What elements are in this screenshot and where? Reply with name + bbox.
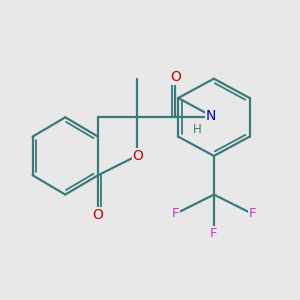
Text: H: H xyxy=(193,123,202,136)
Text: O: O xyxy=(133,149,143,163)
Text: F: F xyxy=(210,227,218,240)
Text: F: F xyxy=(249,207,256,220)
Text: N: N xyxy=(206,109,216,123)
Text: O: O xyxy=(170,70,181,84)
Text: O: O xyxy=(92,208,104,222)
Text: F: F xyxy=(172,207,179,220)
